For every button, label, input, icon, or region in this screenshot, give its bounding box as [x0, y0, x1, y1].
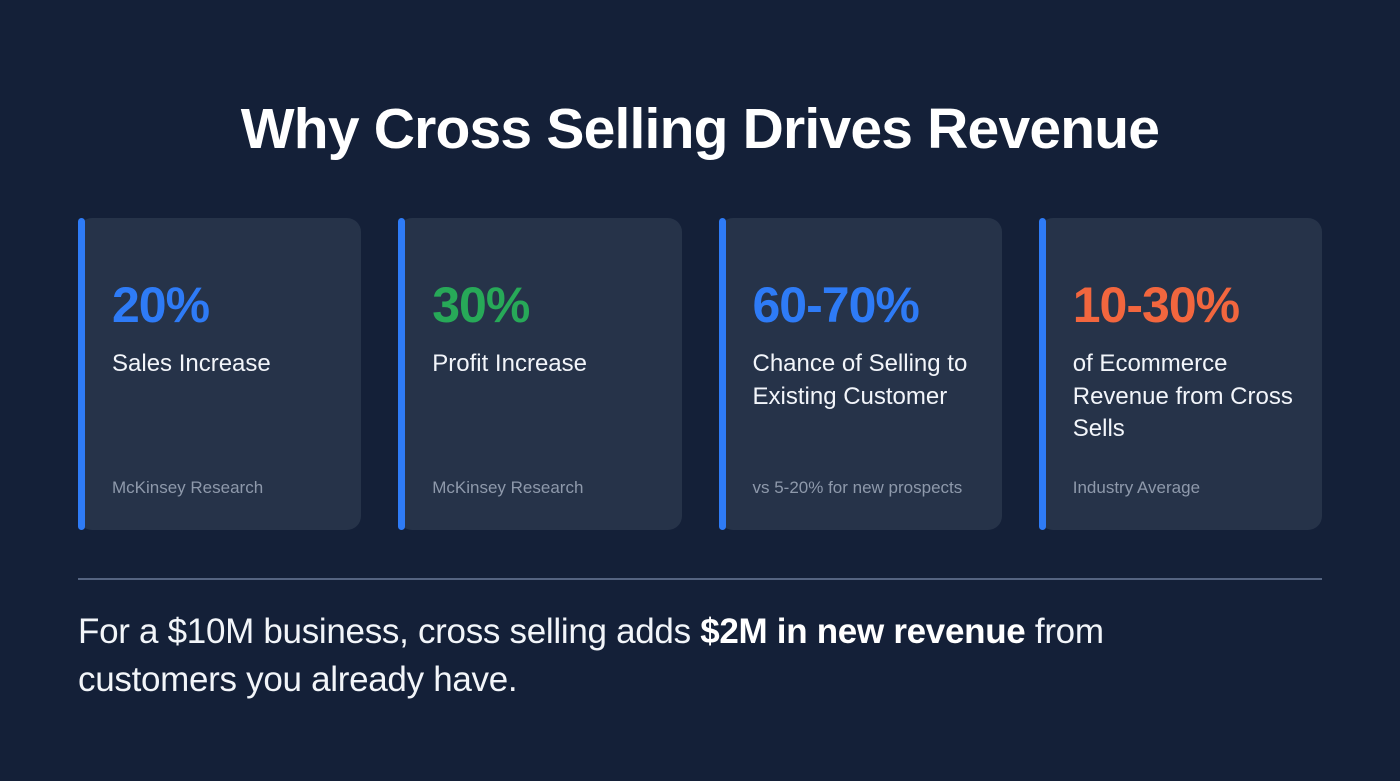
card-accent-bar: [718, 218, 726, 530]
card-accent-bar: [1038, 218, 1046, 530]
stat-label: of Ecommerce Revenue from Cross Sells: [1072, 350, 1293, 443]
stat-value: 60-70%: [752, 277, 920, 333]
stat-value: 30%: [432, 277, 530, 333]
card-accent-bar: [78, 218, 85, 530]
card-accent-bar: [398, 218, 406, 530]
stat-source: vs 5-20% for new prospects: [752, 478, 963, 497]
summary-text-tail: from customers you already have.: [78, 612, 1104, 700]
summary-text-lead: For a $10M business, cross selling adds: [78, 612, 701, 651]
stat-label: Chance of Selling to Existing Customer: [752, 350, 968, 410]
stat-source: McKinsey Research: [112, 478, 264, 497]
stat-card-profit-increase: 30% Profit Increase McKinsey Research: [398, 218, 682, 530]
page-title: Why Cross Selling Drives Revenue: [240, 97, 1160, 161]
summary-text-highlight: $2M in new revenue: [700, 612, 1026, 651]
summary-text: For a $10M business, cross selling adds …: [78, 608, 1248, 705]
stat-card-sales-increase: 20% Sales Increase McKinsey Research: [78, 218, 362, 530]
stat-value: 20%: [112, 277, 210, 333]
stat-card-ecommerce-revenue: 10-30% of Ecommerce Revenue from Cross S…: [1038, 218, 1322, 530]
stat-label: Profit Increase: [432, 350, 587, 377]
slide: Why Cross Selling Drives Revenue 20% Sal…: [0, 96, 1400, 781]
stat-value: 10-30%: [1072, 277, 1240, 333]
stat-source: Industry Average: [1072, 478, 1201, 497]
stat-cards-row: 20% Sales Increase McKinsey Research 30%…: [78, 218, 1322, 530]
divider: [78, 578, 1322, 580]
stat-card-existing-customer: 60-70% Chance of Selling to Existing Cus…: [718, 218, 1002, 530]
stat-source: McKinsey Research: [432, 478, 584, 497]
stat-label: Sales Increase: [112, 350, 271, 377]
